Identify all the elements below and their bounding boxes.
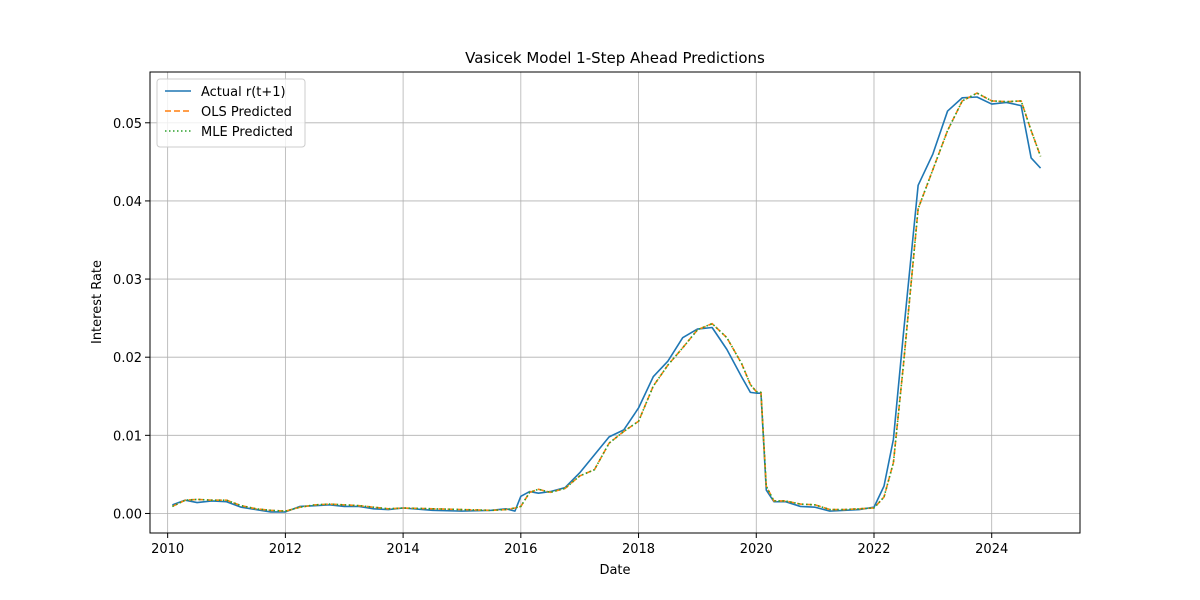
y-tick-label: 0.04: [113, 195, 142, 210]
legend-label-ols: OLS Predicted: [201, 105, 292, 120]
legend-label-mle: MLE Predicted: [201, 125, 293, 140]
chart-title: Vasicek Model 1-Step Ahead Predictions: [465, 49, 765, 67]
legend-label-actual: Actual r(t+1): [201, 85, 286, 100]
x-tick-label: 2020: [740, 542, 773, 557]
legend-box: [156, 78, 306, 148]
x-tick-label: 2016: [504, 542, 537, 557]
x-tick-label: 2012: [269, 542, 302, 557]
x-axis-label: Date: [599, 563, 630, 578]
tick-layer: 2010 2012 2014 2016 2018 2020 2022 2024 0.00 0.01…: [113, 117, 1008, 557]
x-tick-label: 2014: [387, 542, 420, 557]
x-tick-label: 2024: [975, 542, 1008, 557]
x-tick-label: 2010: [151, 542, 184, 557]
y-tick-label: 0.03: [113, 273, 142, 288]
y-tick-label: 0.05: [113, 117, 142, 132]
y-tick-label: 0.00: [113, 507, 142, 522]
x-tick-label: 2022: [857, 542, 890, 557]
y-axis-label: Interest Rate: [90, 260, 105, 344]
x-tick-label: 2018: [622, 542, 655, 557]
series-line-mle: [172, 92, 1042, 512]
y-tick-label: 0.01: [113, 429, 142, 444]
series-layer: [172, 92, 1042, 513]
grid-layer: [150, 72, 1080, 533]
plot-frame: [149, 71, 1081, 534]
y-tick-label: 0.02: [113, 351, 142, 366]
legend: Actual r(t+1) OLS Predicted MLE Predicte…: [156, 78, 306, 148]
